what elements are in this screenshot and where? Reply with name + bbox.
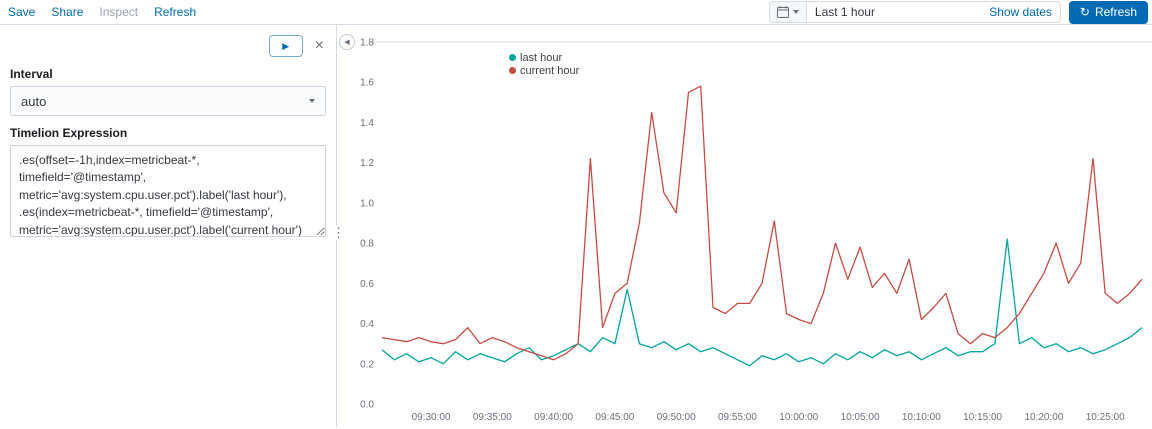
top-menu: Save Share Inspect Refresh (6, 5, 196, 19)
svg-text:1.0: 1.0 (360, 198, 374, 209)
svg-text:0.4: 0.4 (360, 319, 374, 330)
legend-label: last hour (520, 51, 563, 64)
svg-text:09:30:00: 09:30:00 (412, 412, 451, 423)
refresh-icon: ↻ (1079, 5, 1090, 19)
chart-panel: ◀ ⋮ last hour current hour 0.0 0.2 0.4 0.6 0… (332, 25, 1152, 428)
svg-text:09:55:00: 09:55:00 (718, 412, 757, 423)
legend-item: last hour (509, 51, 579, 64)
expression-editor-panel: ▶ × Interval auto Timelion Expression .e… (0, 25, 337, 428)
show-dates-button[interactable]: Show dates (989, 5, 1052, 19)
editor-actions: ▶ × (10, 35, 324, 57)
svg-text:10:00:00: 10:00:00 (779, 412, 818, 423)
interval-value: auto (21, 93, 47, 109)
legend-label: current hour (520, 64, 580, 77)
refresh-button-label: Refresh (1094, 5, 1137, 19)
svg-text:10:05:00: 10:05:00 (841, 412, 880, 423)
legend-item: current hour (509, 64, 579, 77)
refresh-button[interactable]: ↻ Refresh (1068, 0, 1148, 24)
svg-text:1.8: 1.8 (360, 38, 374, 49)
legend-dot-red (509, 67, 516, 74)
share-button[interactable]: Share (51, 5, 84, 19)
svg-text:10:25:00: 10:25:00 (1086, 412, 1125, 423)
save-button[interactable]: Save (8, 5, 36, 19)
run-expression-button[interactable]: ▶ (268, 35, 303, 57)
svg-text:10:10:00: 10:10:00 (902, 412, 941, 423)
svg-text:1.4: 1.4 (360, 118, 374, 129)
time-range-value[interactable]: Last 1 hour (814, 5, 875, 19)
svg-text:0.0: 0.0 (360, 400, 374, 411)
top-bar: Save Share Inspect Refresh Last 1 hour S… (0, 0, 1152, 25)
legend-dot-teal (509, 54, 516, 61)
svg-text:09:50:00: 09:50:00 (657, 412, 696, 423)
chevron-down-icon (792, 10, 799, 14)
svg-text:09:45:00: 09:45:00 (595, 412, 634, 423)
time-controls: Last 1 hour Show dates ↻ Refresh (768, 0, 1148, 24)
calendar-icon (776, 6, 789, 18)
close-icon[interactable]: × (314, 37, 324, 54)
panel-resize-handle[interactable]: ⋮ (332, 225, 345, 240)
svg-text:1.6: 1.6 (360, 78, 374, 89)
collapse-panel-icon[interactable]: ◀ (339, 34, 355, 50)
refresh-menu-button[interactable]: Refresh (154, 5, 197, 19)
svg-text:09:35:00: 09:35:00 (473, 412, 512, 423)
svg-text:0.6: 0.6 (360, 279, 374, 290)
svg-text:0.8: 0.8 (360, 239, 374, 250)
play-icon: ▶ (282, 40, 290, 51)
svg-text:1.2: 1.2 (360, 158, 374, 169)
chart-legend: last hour current hour (509, 51, 579, 77)
chevron-down-icon (309, 99, 315, 103)
svg-text:09:40:00: 09:40:00 (534, 412, 573, 423)
svg-text:10:20:00: 10:20:00 (1024, 412, 1063, 423)
interval-select[interactable]: auto (10, 86, 326, 116)
expression-label: Timelion Expression (10, 126, 128, 140)
svg-text:10:15:00: 10:15:00 (963, 412, 1002, 423)
timelion-expression-input[interactable]: .es(offset=-1h,index=metricbeat-*, timef… (10, 145, 326, 237)
inspect-button[interactable]: Inspect (99, 5, 139, 19)
date-picker: Last 1 hour Show dates (768, 1, 1061, 23)
timelion-chart[interactable]: 0.0 0.2 0.4 0.6 0.8 1.0 1.2 1.4 1.6 1.8 09:30:00 09… (337, 25, 1152, 428)
main-content: ▶ × Interval auto Timelion Expression .e… (0, 25, 1152, 428)
quick-select-button[interactable] (769, 2, 807, 22)
svg-text:0.2: 0.2 (360, 359, 374, 370)
interval-label: Interval (10, 67, 53, 81)
